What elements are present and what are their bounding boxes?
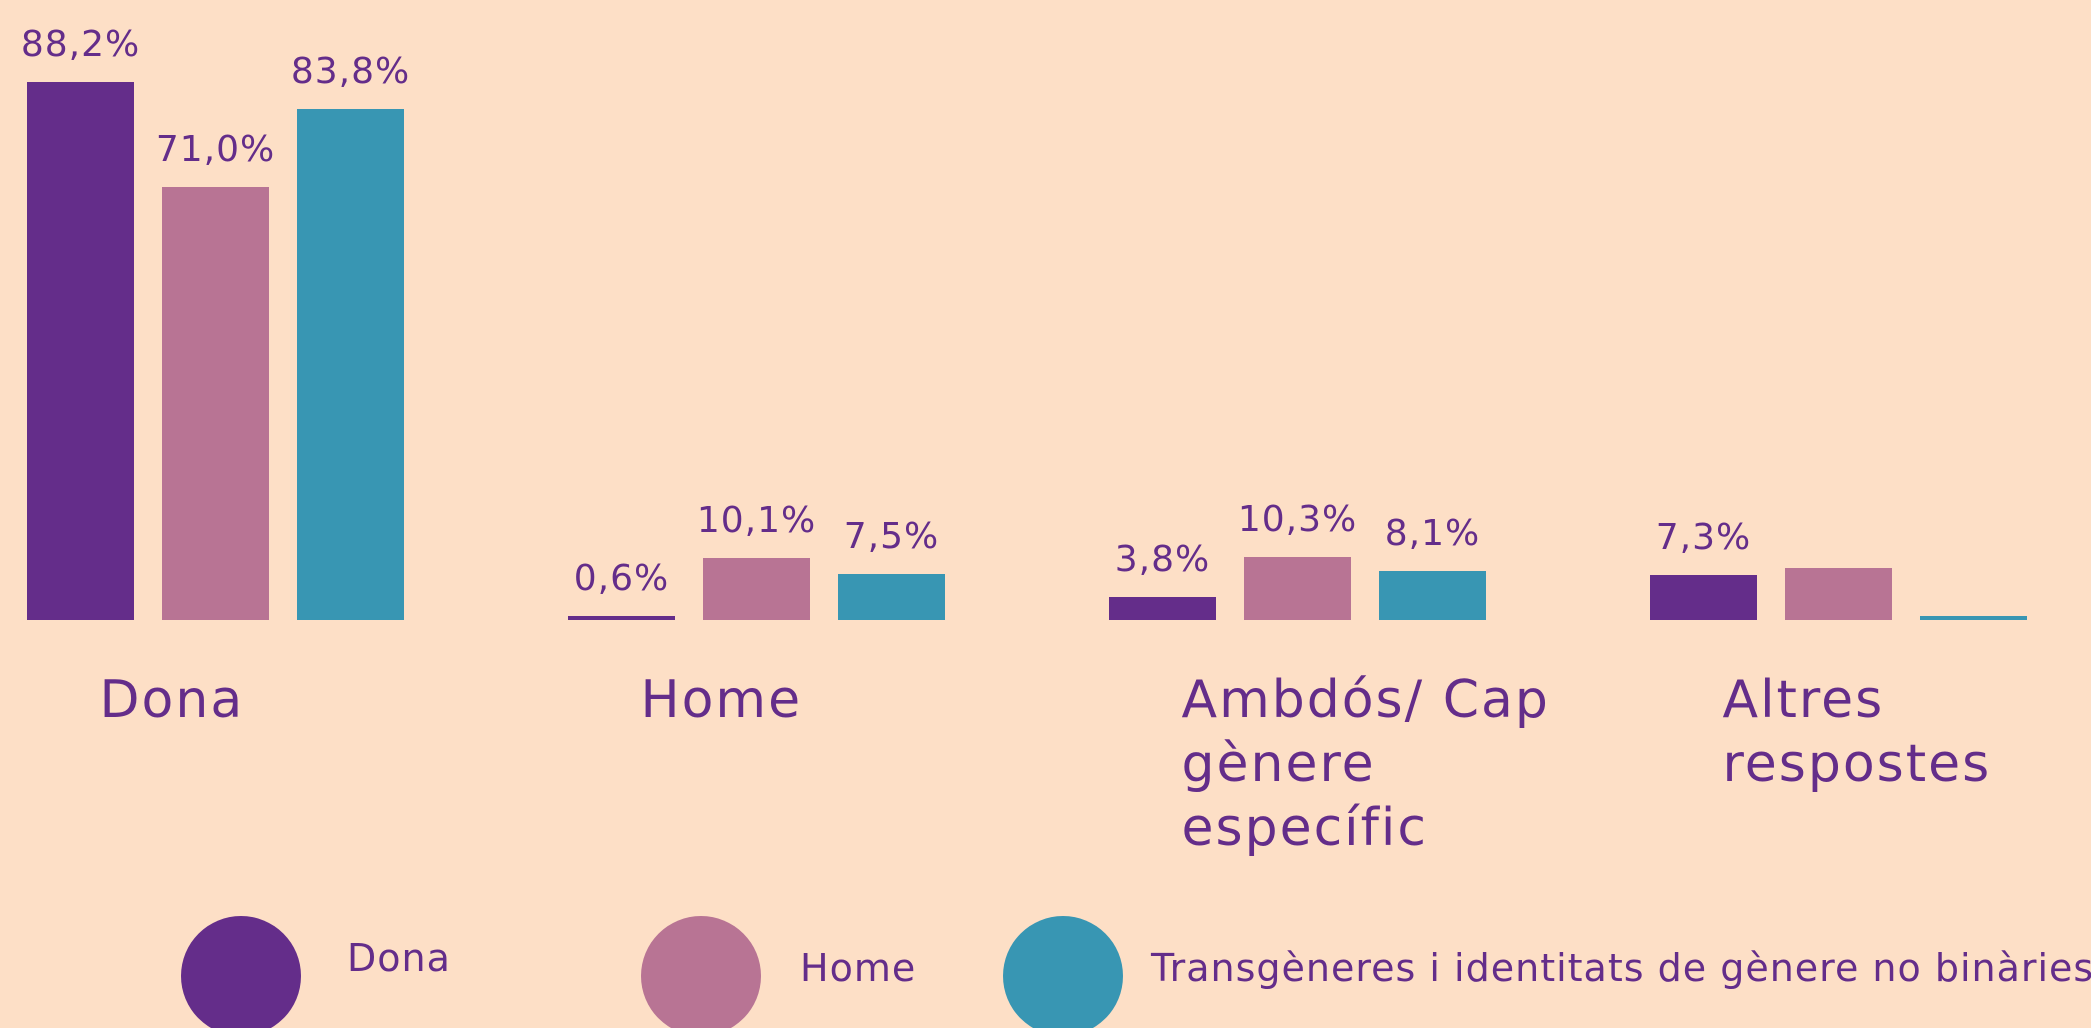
value-label: 10,3% <box>1237 499 1358 541</box>
bar <box>568 616 675 620</box>
bar <box>1920 616 2027 620</box>
category-label: Dona <box>99 670 245 730</box>
category-label: Ambdós/ Cap gènere específic <box>1181 670 1550 858</box>
legend-label: Dona <box>347 936 451 980</box>
bar <box>703 558 810 620</box>
value-label: 88,2% <box>20 23 141 65</box>
legend-label: Transgèneres i identitats de gènere no b… <box>1151 946 2091 990</box>
category-label: Altres respostes <box>1722 670 1992 794</box>
value-label: 7,3% <box>1655 517 1752 559</box>
value-label: 0,6% <box>573 558 670 600</box>
legend-swatch <box>1003 916 1123 1028</box>
legend-swatch <box>641 916 761 1028</box>
value-label: 8,1% <box>1384 512 1481 554</box>
bar <box>162 186 269 620</box>
bar <box>1379 570 1486 620</box>
bar <box>1244 557 1351 620</box>
value-label: 71,0% <box>155 128 276 170</box>
bar <box>27 81 134 620</box>
bar <box>297 108 404 620</box>
value-label: 83,8% <box>290 50 411 92</box>
bar <box>1785 567 1892 620</box>
bar <box>838 574 945 620</box>
bar <box>1650 575 1757 620</box>
bar <box>1109 596 1216 620</box>
legend-label: Home <box>800 946 917 990</box>
value-label: 7,5% <box>843 516 940 558</box>
legend-swatch <box>181 916 301 1028</box>
category-label: Home <box>640 670 803 730</box>
value-label: 3,8% <box>1114 538 1211 580</box>
value-label: 10,1% <box>696 500 817 542</box>
